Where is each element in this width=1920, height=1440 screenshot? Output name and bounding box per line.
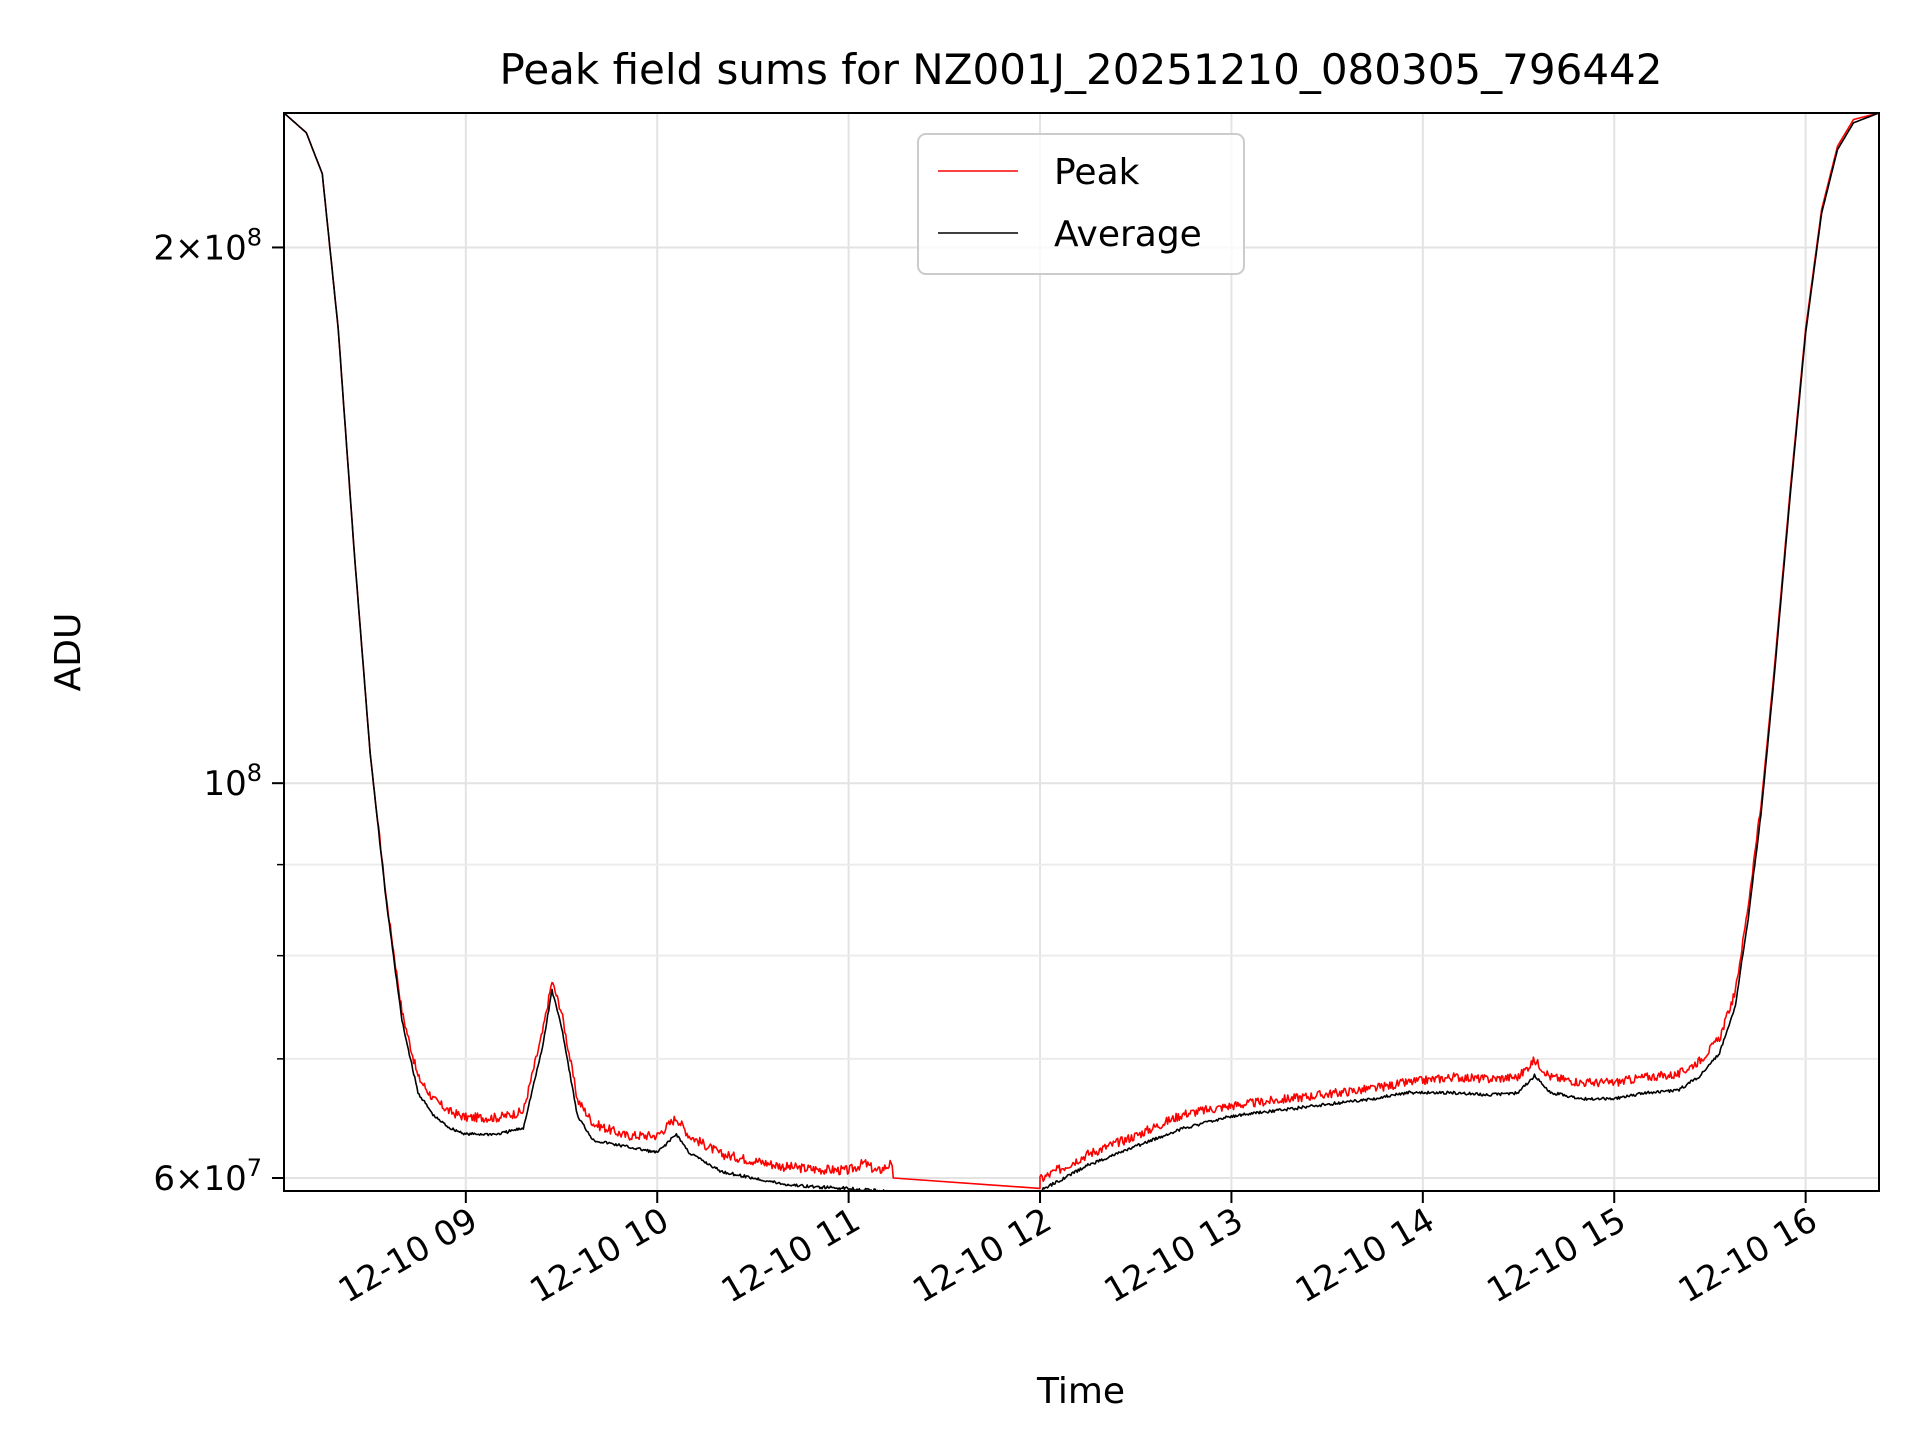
legend: Peak Average [917,133,1245,275]
y-axis-label: ADU [48,613,89,692]
y-tick-label: 2×108 [153,223,262,268]
x-axis-label: Time [1036,1371,1125,1412]
y-tick-label: 6×107 [153,1154,262,1199]
legend-label-peak: Peak [1054,152,1140,193]
series-line-peak [284,113,1879,1190]
plot-area [284,113,1879,1191]
y-tick-label: 108 [203,759,262,804]
legend-label-average: Average [1054,214,1202,255]
series-layer [284,113,1879,1191]
legend-box [917,133,1245,275]
series-line-average [284,113,1879,1191]
chart-title: Peak field sums for NZ001J_20251210_0803… [500,45,1663,94]
plot-frame [283,112,1880,1192]
